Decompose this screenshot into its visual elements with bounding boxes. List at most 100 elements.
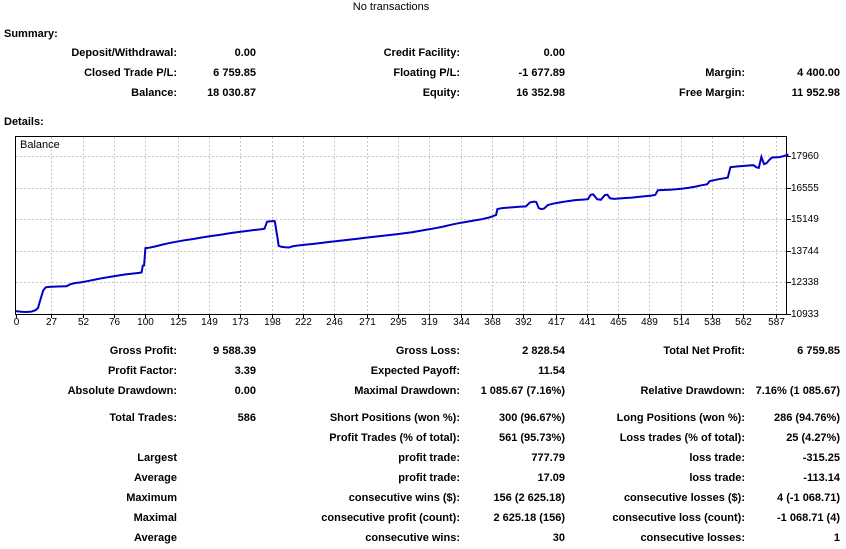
stat-label: consecutive profit (count): xyxy=(321,512,460,524)
table-row: Absolute Drawdown: 0.00 Maximal Drawdown: 1… xyxy=(0,385,846,401)
stat-value: 7.16% (1 085.67) xyxy=(755,385,840,397)
stat-value: 1 085.67 (7.16%) xyxy=(480,385,565,397)
table-row: Closed Trade P/L: 6 759.85 Floating P/L: -1… xyxy=(0,67,846,83)
stat-value: -1 677.89 xyxy=(518,67,565,79)
x-tick-label: 100 xyxy=(137,317,154,328)
stat-label: Total Trades: xyxy=(109,412,177,424)
summary-heading: Summary: xyxy=(4,28,58,40)
stat-value: -1 068.71 (4) xyxy=(777,512,840,524)
chart-legend-balance: Balance xyxy=(20,139,60,151)
y-tick-label: 12338 xyxy=(791,276,819,288)
stat-value: 156 (2 625.18) xyxy=(493,492,565,504)
stat-label: Average xyxy=(133,472,177,484)
table-row: Deposit/Withdrawal: 0.00 Credit Facility: 0… xyxy=(0,47,846,63)
stat-label: Floating P/L: xyxy=(393,67,460,79)
x-tick-label: 0 xyxy=(13,317,20,328)
y-tick-label: 10933 xyxy=(791,308,819,320)
stat-value: 11.54 xyxy=(538,365,565,377)
x-tick-label: 538 xyxy=(704,317,721,328)
stat-value: 17.09 xyxy=(537,472,565,484)
stat-value: 0.00 xyxy=(543,47,565,59)
stat-label: Equity: xyxy=(422,87,460,99)
stat-value: -315.25 xyxy=(802,452,840,464)
stat-label: consecutive wins: xyxy=(365,532,460,544)
x-tick-label: 246 xyxy=(326,317,343,328)
stat-label: Margin: xyxy=(705,67,745,79)
x-tick-label: 392 xyxy=(515,317,532,328)
x-tick-label: 149 xyxy=(201,317,218,328)
stat-label: Balance: xyxy=(131,87,177,99)
stat-value: 286 (94.76%) xyxy=(773,412,840,424)
y-tick-label: 15149 xyxy=(791,213,819,225)
stat-label: Profit Trades (% of total): xyxy=(329,432,460,444)
x-tick-label: 514 xyxy=(673,317,690,328)
stat-value: 561 (95.73%) xyxy=(498,432,565,444)
table-row: Profit Trades (% of total): 561 (95.73%) L… xyxy=(0,432,846,448)
details-heading: Details: xyxy=(4,116,44,128)
stat-value: 1 xyxy=(833,532,840,544)
stat-label: Relative Drawdown: xyxy=(640,385,745,397)
stat-label: Profit Factor: xyxy=(107,365,177,377)
table-row: Maximal consecutive profit (count): 2 625.… xyxy=(0,512,846,528)
stat-label: Deposit/Withdrawal: xyxy=(71,47,177,59)
x-tick-label: 465 xyxy=(610,317,627,328)
table-row: Average profit trade: 17.09 loss trade: -113… xyxy=(0,472,846,488)
balance-chart: Balance 17960 16555 15149 13744 12338 10933 0 2… xyxy=(0,135,846,335)
x-tick-label: 271 xyxy=(359,317,376,328)
table-row: Largest profit trade: 777.79 loss trade: -31… xyxy=(0,452,846,468)
x-tick-label: 222 xyxy=(295,317,312,328)
stat-label: Maximal xyxy=(133,512,177,524)
x-tick-label: 344 xyxy=(453,317,470,328)
stat-label: Long Positions (won %): xyxy=(616,412,745,424)
table-row: Total Trades: 586 Short Positions (won %):… xyxy=(0,412,846,428)
x-tick-label: 562 xyxy=(735,317,752,328)
stat-value: 300 (96.67%) xyxy=(498,412,565,424)
stat-value: 4 400.00 xyxy=(797,67,840,79)
x-tick-label: 368 xyxy=(484,317,501,328)
x-tick-label: 27 xyxy=(45,317,58,328)
stat-value: 18 030.87 xyxy=(207,87,256,99)
stat-label: profit trade: xyxy=(398,452,460,464)
stat-label: Short Positions (won %): xyxy=(329,412,460,424)
table-row: Average consecutive wins: 30 consecutive lo… xyxy=(0,532,846,548)
stat-label: Credit Facility: xyxy=(383,47,460,59)
x-tick-label: 52 xyxy=(77,317,90,328)
stat-label: Average xyxy=(133,532,177,544)
table-row: Profit Factor: 3.39 Expected Payoff: 11.54 xyxy=(0,365,846,381)
stat-label: Maximal Drawdown: xyxy=(354,385,460,397)
stat-label: consecutive loss (count): xyxy=(612,512,745,524)
stat-label: loss trade: xyxy=(689,452,745,464)
table-row: Maximum consecutive wins ($): 156 (2 625.1… xyxy=(0,492,846,508)
stat-value: 586 xyxy=(237,412,256,424)
stat-value: 777.79 xyxy=(531,452,565,464)
stat-value: 16 352.98 xyxy=(516,87,565,99)
stat-label: Absolute Drawdown: xyxy=(67,385,177,397)
stat-label: Expected Payoff: xyxy=(370,365,460,377)
x-tick-label: 489 xyxy=(641,317,658,328)
stat-value: 9 588.39 xyxy=(213,345,256,357)
stat-value: 6 759.85 xyxy=(797,345,840,357)
stat-label: consecutive losses: xyxy=(640,532,745,544)
table-row: Balance: 18 030.87 Equity: 16 352.98 Free Ma… xyxy=(0,87,846,103)
stat-value: 4 (-1 068.71) xyxy=(777,492,840,504)
x-tick-label: 295 xyxy=(390,317,407,328)
stat-label: Maximum xyxy=(126,492,177,504)
stat-label: Free Margin: xyxy=(678,87,745,99)
table-row: Gross Profit: 9 588.39 Gross Loss: 2 828.54… xyxy=(0,345,846,361)
stat-label: Closed Trade P/L: xyxy=(84,67,177,79)
stat-value: 0.00 xyxy=(234,47,256,59)
stat-value: 11 952.98 xyxy=(791,87,840,99)
stat-label: profit trade: xyxy=(398,472,460,484)
y-tick-label: 17960 xyxy=(791,150,819,162)
stat-label: consecutive losses ($): xyxy=(623,492,745,504)
x-tick-label: 587 xyxy=(768,317,785,328)
x-tick-label: 198 xyxy=(264,317,281,328)
stat-value: 2 828.54 xyxy=(522,345,565,357)
x-tick-label: 173 xyxy=(232,317,249,328)
stat-value: 6 759.85 xyxy=(213,67,256,79)
y-tick-label: 16555 xyxy=(791,182,819,194)
stat-label: Loss trades (% of total): xyxy=(619,432,745,444)
stat-value: 25 (4.27%) xyxy=(786,432,840,444)
stat-value: 2 625.18 (156) xyxy=(493,512,565,524)
